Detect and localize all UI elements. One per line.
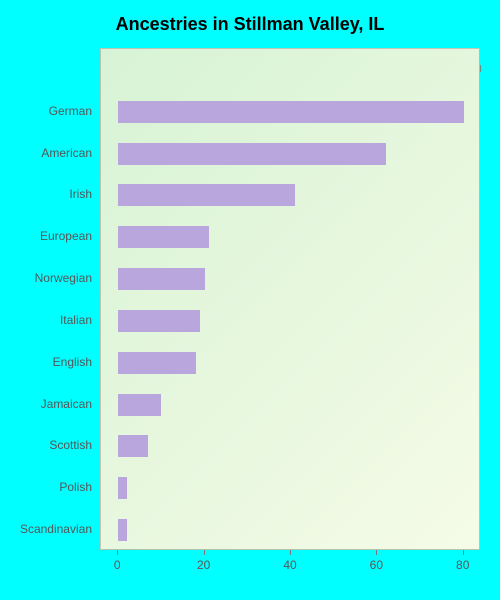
- y-axis-label: German: [0, 104, 92, 118]
- y-axis-label: European: [0, 229, 92, 243]
- y-axis-label: Scandinavian: [0, 522, 92, 536]
- x-tick-label: 40: [283, 558, 296, 572]
- x-tick-mark: [463, 550, 464, 555]
- x-tick-label: 80: [456, 558, 469, 572]
- y-axis-label: Scottish: [0, 438, 92, 452]
- y-axis-label: American: [0, 146, 92, 160]
- bar: [118, 352, 196, 374]
- plot-area: [100, 48, 480, 550]
- chart-title: Ancestries in Stillman Valley, IL: [0, 14, 500, 35]
- y-axis-label: Jamaican: [0, 397, 92, 411]
- x-tick-mark: [290, 550, 291, 555]
- y-axis-label: English: [0, 355, 92, 369]
- bar: [118, 184, 295, 206]
- page-root: Ancestries in Stillman Valley, IL City-D…: [0, 0, 500, 600]
- bar: [118, 101, 463, 123]
- x-tick-mark: [204, 550, 205, 555]
- y-axis-label: Irish: [0, 187, 92, 201]
- bar: [118, 268, 204, 290]
- x-tick-mark: [376, 550, 377, 555]
- bar: [118, 226, 209, 248]
- y-axis-label: Polish: [0, 480, 92, 494]
- bar: [118, 310, 200, 332]
- x-tick-label: 0: [114, 558, 121, 572]
- x-tick-label: 60: [370, 558, 383, 572]
- bar: [118, 435, 148, 457]
- bar: [118, 394, 161, 416]
- y-axis-label: Italian: [0, 313, 92, 327]
- y-axis-label: Norwegian: [0, 271, 92, 285]
- bar: [118, 143, 386, 165]
- bar: [118, 477, 127, 499]
- x-tick-mark: [117, 550, 118, 555]
- x-tick-label: 20: [197, 558, 210, 572]
- bar: [118, 519, 127, 541]
